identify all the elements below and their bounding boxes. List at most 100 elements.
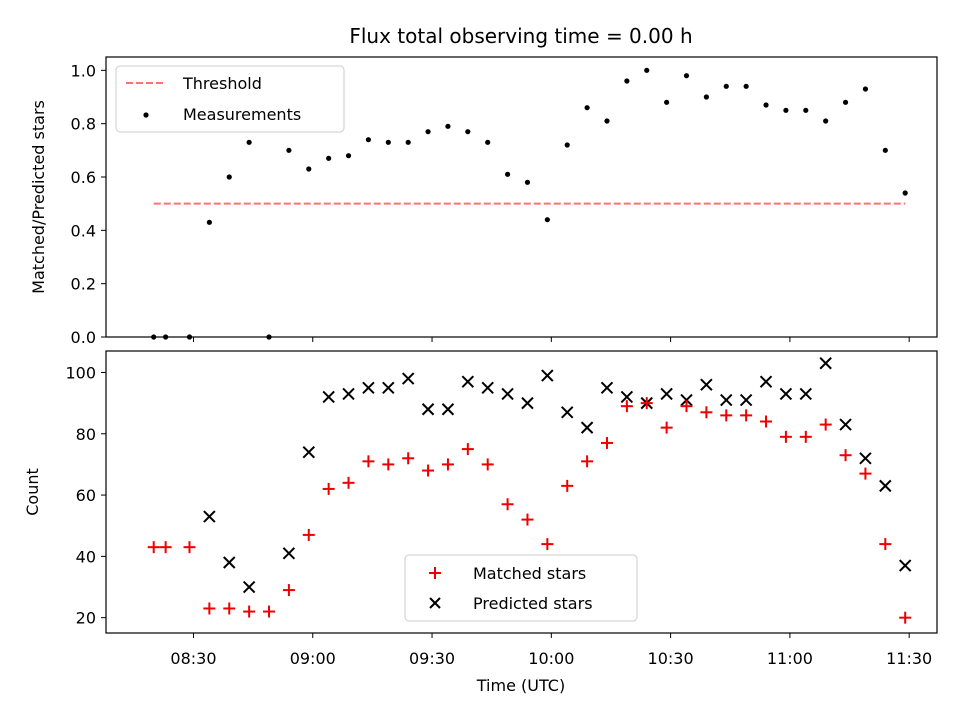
measurement-point (902, 190, 908, 196)
predicted-star-marker (720, 393, 733, 407)
predicted-star-marker (759, 375, 773, 388)
matched-star-marker (521, 513, 534, 526)
predicted-star-stroke (799, 387, 812, 401)
measurement-point (882, 147, 888, 153)
matched-star-marker (600, 436, 613, 449)
predicted-star-marker (779, 387, 793, 401)
predicted-star-marker (203, 510, 216, 523)
measurement-point (226, 174, 232, 180)
count-legend: Matched stars Predicted stars (404, 554, 638, 622)
matched-star-marker (740, 409, 753, 422)
matched-star-marker (203, 602, 216, 615)
predicted-star-stroke (282, 547, 296, 560)
ratio-y-ticks: 0.0 0.2 0.4 0.6 0.8 1.0 (71, 61, 106, 347)
measurement-point (664, 99, 670, 105)
predicted-star-marker (481, 381, 494, 394)
matched-star-marker (263, 605, 276, 618)
count-y-tick-label: 20 (76, 609, 96, 628)
predicted-star-marker (401, 372, 415, 385)
predicted-star-stroke (600, 381, 614, 394)
matched-star-marker (501, 498, 514, 511)
matched-star-marker (680, 400, 693, 413)
predicted-star-marker (461, 375, 475, 388)
matched-star-marker (819, 418, 832, 431)
count-y-tick-label: 40 (76, 547, 96, 566)
predicted-star-marker (839, 418, 852, 431)
count-y-tick-label: 80 (76, 425, 96, 444)
ratio-legend-box (115, 65, 345, 133)
predicted-star-marker (799, 387, 812, 401)
matched-legend-swatch (429, 567, 441, 579)
predicted-star-marker (580, 421, 594, 434)
measurement-point (206, 219, 212, 225)
predicted-star-stroke (501, 387, 514, 401)
threshold-legend-label: Threshold (182, 74, 262, 93)
matched-star-marker (799, 430, 812, 443)
measurement-point (465, 129, 471, 135)
predicted-star-stroke (739, 393, 753, 407)
measurement-point (803, 107, 809, 113)
measurement-point (703, 94, 709, 100)
predicted-star-marker (819, 357, 832, 370)
predicted-star-stroke (580, 421, 594, 434)
matched-star-marker (620, 400, 633, 413)
predicted-star-stroke (461, 375, 475, 388)
matched-star-marker (859, 467, 872, 480)
predicted-star-stroke (859, 452, 872, 465)
predicted-star-stroke (302, 445, 315, 459)
ratio-plot-frame (105, 56, 938, 338)
count-x-tick-label: 10:00 (528, 649, 574, 668)
measurement-point (345, 153, 352, 159)
matched-star-marker (640, 397, 653, 410)
predicted-star-marker (342, 387, 355, 401)
measurement-point (385, 139, 391, 145)
matched-star-marker (461, 443, 474, 456)
predicted-star-stroke (879, 479, 892, 493)
predicted-star-stroke (541, 369, 554, 382)
ratio-y-tick-label: 0.2 (71, 275, 96, 294)
predicted-star-marker (739, 393, 753, 407)
matched-star-marker (282, 584, 295, 597)
predicted-star-stroke (521, 396, 534, 410)
predicted-star-stroke (223, 556, 236, 569)
measurement-point (783, 107, 789, 113)
measurement-point (723, 83, 729, 89)
measurement-point (425, 129, 431, 135)
predicted-star-marker (322, 390, 335, 404)
predicted-star-stroke (242, 580, 256, 594)
predicted-star-marker (282, 547, 296, 560)
matched-star-marker (402, 452, 415, 465)
predicted-star-stroke (421, 403, 435, 416)
matched-star-marker (660, 421, 673, 434)
matched-star-marker (302, 528, 315, 541)
count-plot-frame (105, 350, 938, 634)
matched-star-marker (441, 458, 454, 471)
matched-star-marker (223, 602, 236, 615)
matched-star-marker (362, 455, 375, 468)
measurement-point (862, 86, 869, 92)
predicted-star-stroke (819, 357, 832, 370)
measurement-point (544, 217, 550, 223)
predicted-star-marker (660, 387, 673, 401)
predicted-star-marker (421, 403, 435, 416)
measurement-point (504, 171, 511, 177)
measurement-point (683, 73, 690, 79)
measurements-legend-swatch (143, 112, 149, 118)
predicted-star-marker (501, 387, 514, 401)
ratio-y-tick-label: 0.8 (71, 115, 96, 134)
predicted-star-marker (382, 381, 395, 394)
matched-star-marker (481, 458, 494, 471)
matched-star-marker (581, 455, 594, 468)
ratio-y-axis-title: Matched/Predicted stars (29, 100, 48, 294)
predicted-star-stroke (401, 372, 415, 385)
measurement-point (743, 83, 749, 89)
matched-star-marker (541, 538, 554, 551)
predicted-star-marker (620, 390, 634, 404)
predicted-star-stroke (620, 390, 634, 404)
measurement-point (524, 179, 531, 185)
predicted-star-stroke (779, 387, 793, 401)
predicted-star-stroke (481, 381, 494, 394)
predicted-legend-swatch (429, 597, 441, 609)
ratio-y-tick-label: 0.4 (71, 221, 96, 240)
